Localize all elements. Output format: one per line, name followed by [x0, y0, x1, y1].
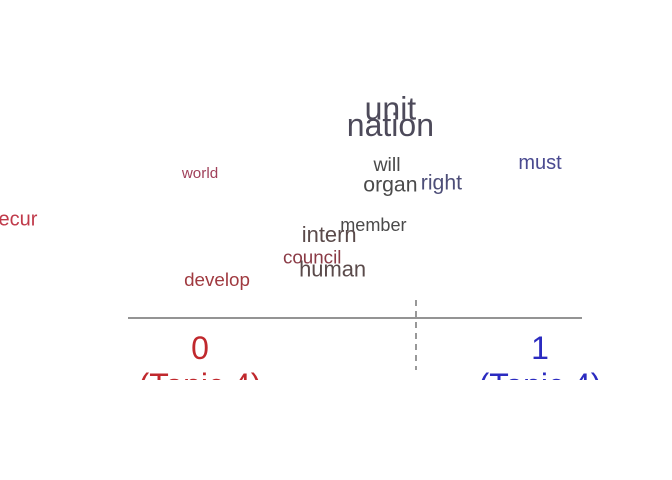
word-organ: organ: [363, 173, 417, 196]
pole-value-1: 1: [531, 330, 549, 366]
pole-label-0: (Topic 4): [139, 367, 262, 403]
word-must: must: [518, 152, 562, 174]
word-unit: unit: [365, 91, 417, 127]
word-nation: nation: [347, 107, 434, 143]
word-secur: secur: [0, 209, 38, 231]
word-world: world: [181, 165, 218, 182]
word-right: right: [421, 171, 462, 194]
word-human: human: [299, 257, 366, 282]
word-member: member: [340, 215, 406, 235]
pole-value-0: 0: [191, 330, 209, 366]
pole-labels: 0(Topic 4)1(Topic 4): [139, 330, 602, 403]
word-council: council: [283, 247, 341, 268]
word-will: will: [372, 154, 400, 176]
word-intern: intern: [302, 222, 357, 247]
pole-label-1: (Topic 4): [479, 367, 602, 403]
word-develop: develop: [184, 269, 250, 290]
